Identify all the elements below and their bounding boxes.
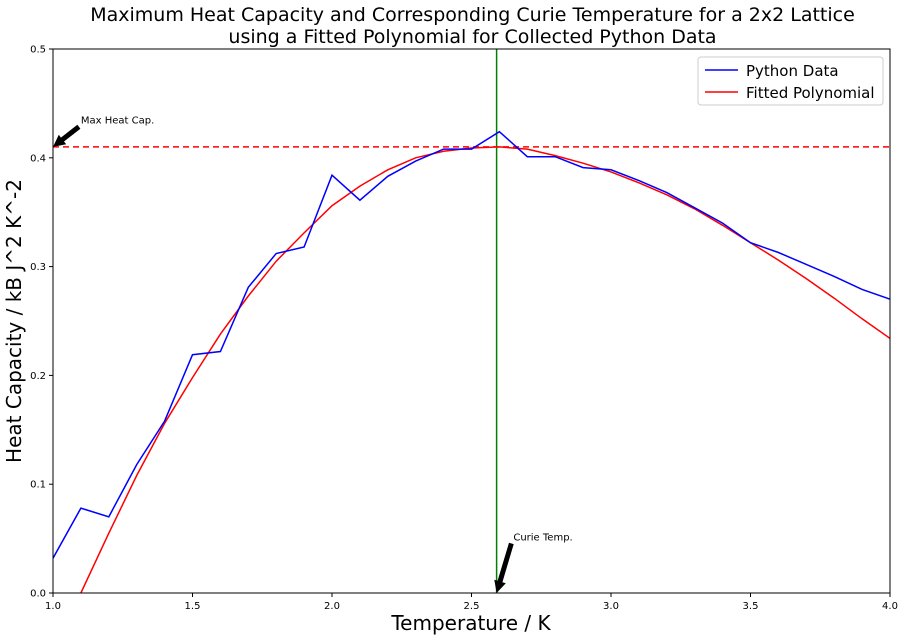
x-tick-label: 2.0 (324, 601, 340, 612)
legend-box (697, 56, 884, 106)
chart-title-line-1: Maximum Heat Capacity and Corresponding … (90, 4, 855, 26)
x-tick-label: 1.0 (45, 601, 61, 612)
x-tick-label: 3.0 (603, 601, 619, 612)
x-tick-label: 4.0 (882, 601, 898, 612)
x-axis-label: Temperature / K (390, 611, 551, 635)
y-tick-label: 0.5 (30, 45, 46, 56)
annotation-label-max-heat-cap: Max Heat Cap. (81, 116, 154, 127)
plot-frame (52, 48, 891, 594)
series-python-data-line (53, 130, 890, 559)
x-tick-label: 3.5 (743, 601, 759, 612)
legend-label-fitted-polynomial: Fitted Polynomial (746, 84, 875, 102)
series-fitted-polynomial-line (80, 146, 890, 593)
legend: Python Data Fitted Polynomial (697, 56, 884, 106)
y-tick-label: 0.1 (30, 480, 46, 491)
y-tick-label: 0.2 (30, 371, 46, 382)
chart-title-line-2: using a Fitted Polynomial for Collected … (228, 26, 717, 48)
annotation-arrow-curie-temp (494, 542, 514, 593)
y-tick-label: 0.4 (30, 153, 46, 164)
annotation-label-curie-temp: Curie Temp. (513, 532, 572, 543)
x-tick-label: 1.5 (185, 601, 201, 612)
legend-label-python-data: Python Data (746, 62, 839, 80)
y-axis-label: Heat Capacity / kB J^2 K^-2 (2, 179, 26, 463)
y-tick-label: 0.3 (30, 262, 46, 273)
x-tick-label: 2.5 (464, 601, 480, 612)
annotation-arrow-max-heat-cap (53, 124, 81, 147)
y-tick-label: 0.0 (30, 589, 46, 600)
